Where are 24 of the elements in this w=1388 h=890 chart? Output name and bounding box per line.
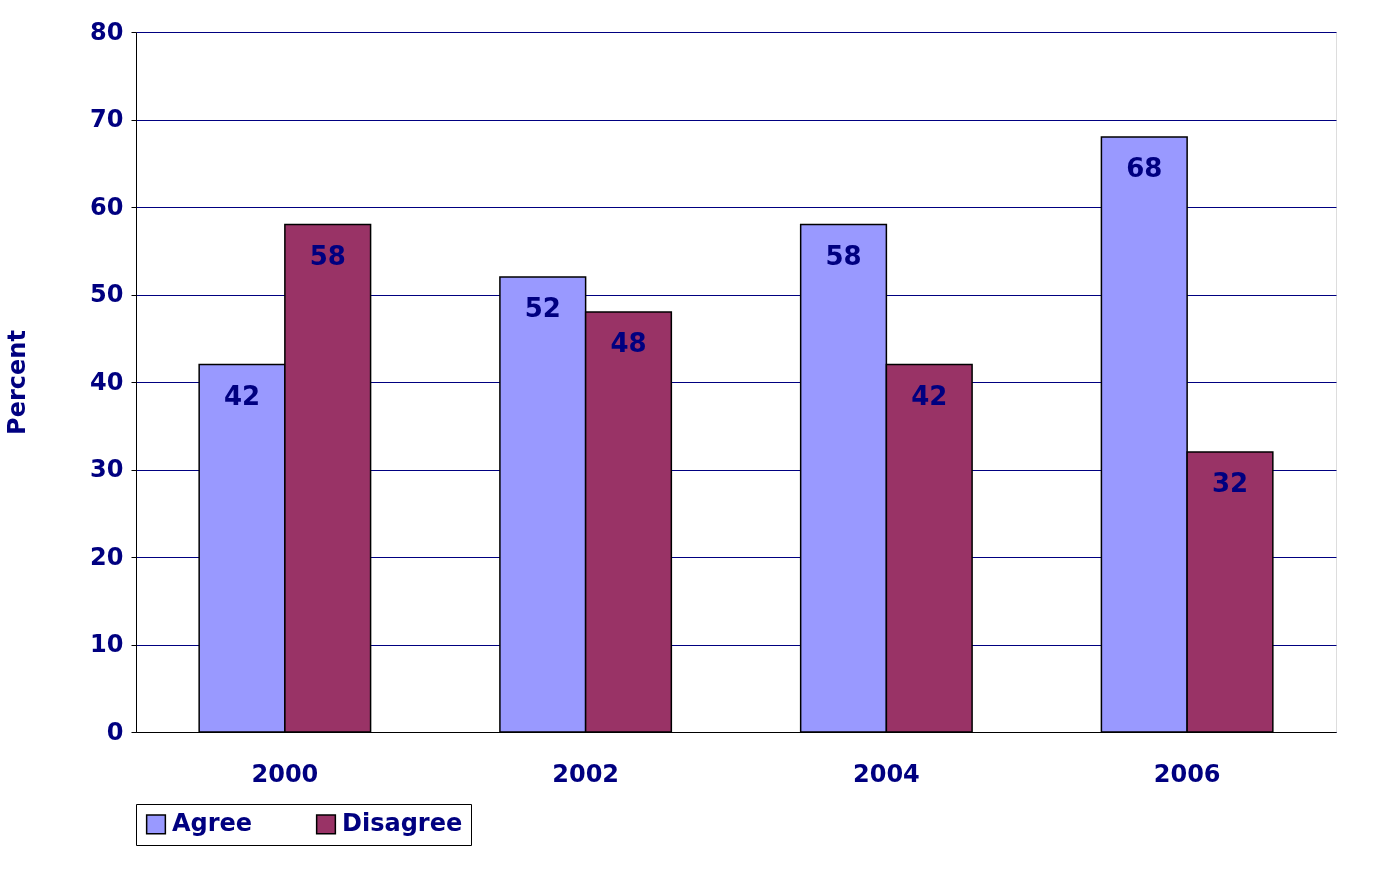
data-label: 48	[610, 328, 647, 358]
data-label: 58	[309, 240, 346, 271]
y-tick-label: 20	[90, 542, 124, 571]
legend-label: Disagree	[342, 809, 463, 838]
data-label: 52	[524, 293, 561, 323]
x-tick-label: 2006	[1153, 759, 1221, 788]
y-tick-label: 40	[90, 367, 124, 396]
legend-label: Agree	[172, 809, 253, 838]
data-label: 58	[825, 240, 862, 271]
x-tick-label: 2000	[251, 759, 319, 788]
data-label: 42	[223, 380, 261, 411]
y-axis-title: Percent	[3, 330, 32, 435]
y-tick-label: 30	[90, 455, 124, 483]
data-label: 42	[911, 380, 948, 411]
y-tick-label: 50	[90, 280, 124, 308]
y-tick-label: 70	[90, 105, 124, 133]
x-tick-label: 2002	[552, 759, 620, 788]
y-tick-label: 0	[106, 717, 124, 746]
data-label: 32	[1211, 468, 1249, 498]
data-label: 68	[1126, 153, 1163, 183]
y-tick-label: 60	[90, 192, 124, 221]
y-tick-label: 80	[90, 17, 124, 46]
x-tick-label: 2004	[852, 759, 920, 788]
y-tick-label: 10	[90, 630, 124, 658]
